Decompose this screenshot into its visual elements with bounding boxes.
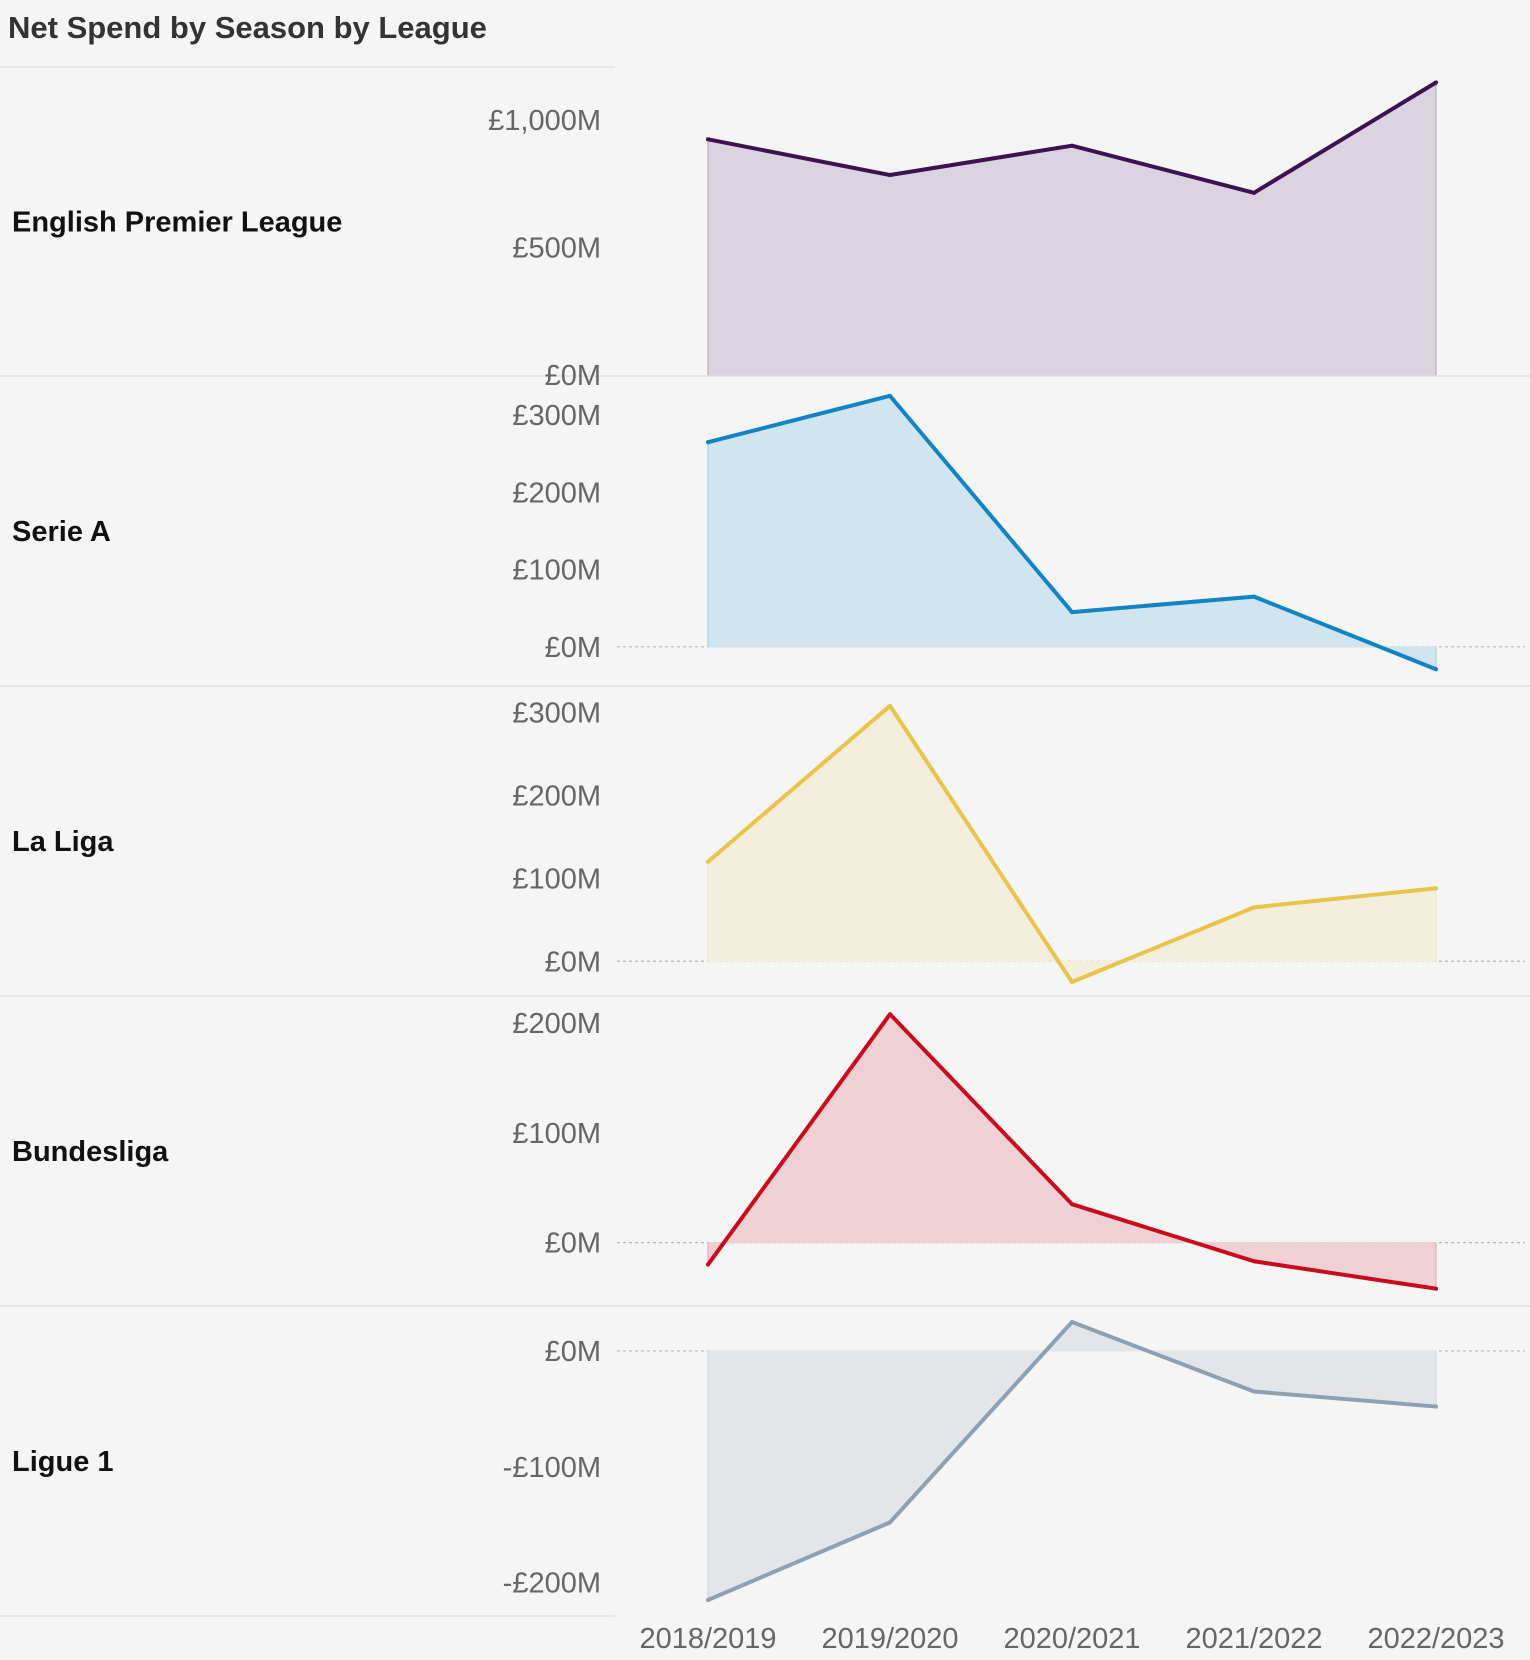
y-tick-label: -£100M [503,1452,601,1484]
data-point [706,440,710,445]
y-tick-label: £1,000M [488,105,601,137]
data-point [888,393,892,398]
data-point [1070,1320,1074,1324]
y-tick-label: £0M [545,360,601,392]
chart-title: Net Spend by Season by League [8,10,487,45]
data-point [1434,1286,1438,1291]
data-point [1070,610,1074,615]
panel-la-liga: La Liga £0M £100M £200M £300M [12,697,1525,984]
y-tick-label: £100M [512,1118,601,1150]
data-point [1252,1389,1256,1394]
y-tick-label: £300M [512,400,601,432]
data-point [1070,1202,1074,1207]
y-tick-label: £200M [512,1008,601,1040]
y-tick-label: £100M [512,863,601,895]
y-tick-label: £200M [512,780,601,812]
data-point [1070,143,1074,148]
series-area [707,81,1437,376]
y-tick-label: £0M [545,946,601,978]
row-label: Bundesliga [12,1136,169,1168]
data-point [1252,1259,1256,1264]
panel-separators [0,66,1530,1617]
x-tick-label: 2022/2023 [1367,1623,1504,1655]
data-point [1434,886,1438,891]
data-point [1252,190,1256,195]
chart-panels: English Premier League £0M £500M £1,000M Ser… [12,80,1525,1602]
row-label: Ligue 1 [12,1446,114,1478]
y-tick-label: -£200M [503,1568,601,1600]
y-tick-label: £500M [512,233,601,265]
series-area [707,1321,1437,1601]
panel-serie-a: Serie A £0M £100M £200M £300M [12,393,1525,672]
y-tick-label: £0M [545,632,601,664]
panel-english-premier-league: English Premier League £0M £500M £1,000M [12,80,1438,392]
x-tick-label: 2020/2021 [1003,1623,1140,1655]
x-axis: 2018/2019 2019/2020 2020/2021 2021/2022 2022… [639,1623,1504,1655]
data-point [888,703,892,708]
data-point [888,1012,892,1017]
data-point [706,1598,710,1602]
row-label: English Premier League [12,207,342,239]
row-label: Serie A [12,516,111,548]
x-tick-label: 2019/2020 [821,1623,958,1655]
data-point [1434,80,1438,85]
y-tick-label: £0M [545,1228,601,1260]
data-point [1434,667,1438,672]
panel-ligue-1: Ligue 1 -£200M -£100M £0M [12,1320,1525,1602]
panel-bundesliga: Bundesliga £0M £100M £200M [12,1008,1525,1291]
data-point [888,1520,892,1525]
row-label: La Liga [12,826,114,858]
y-tick-label: £200M [512,477,601,509]
y-tick-label: £300M [512,697,601,729]
series-area [707,395,1437,670]
data-point [706,137,710,142]
series-area [707,1013,1437,1290]
data-point [1252,905,1256,910]
x-tick-label: 2021/2022 [1185,1623,1322,1655]
series-area [707,705,1437,983]
data-point [706,1262,710,1267]
y-tick-label: £100M [512,555,601,587]
data-point [706,859,710,864]
data-point [1252,594,1256,599]
data-point [1434,1404,1438,1409]
x-tick-label: 2018/2019 [639,1623,776,1655]
y-tick-label: £0M [545,1336,601,1368]
data-point [1070,980,1074,984]
data-point [888,172,892,177]
